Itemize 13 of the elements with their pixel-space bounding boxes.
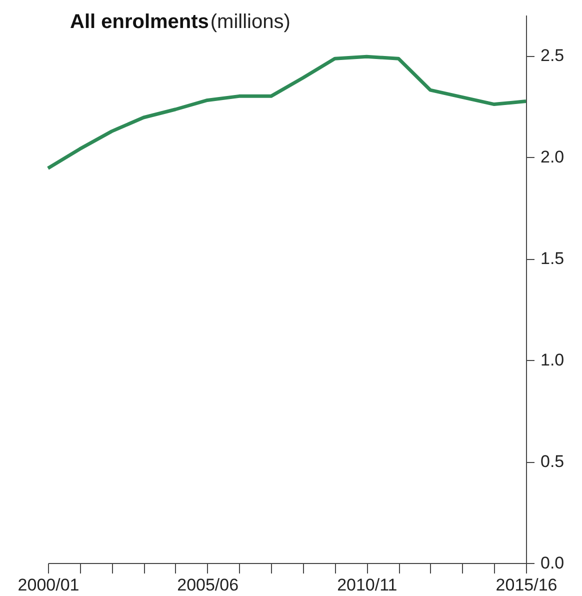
chart-title: All enrolments <box>70 11 209 33</box>
y-tick-label: 1.5 <box>540 249 564 268</box>
line-series <box>46 54 528 170</box>
y-tick-label: 2.0 <box>540 148 564 167</box>
x-tick-label: 2010/11 <box>337 576 398 594</box>
x-tick-label: 2005/06 <box>177 576 239 594</box>
y-axis-title: (millions) <box>210 11 290 33</box>
y-tick-label: 0.0 <box>540 554 564 572</box>
y-tick-label: 0.5 <box>540 452 564 472</box>
x-tick-label: 2000/01 <box>18 576 80 594</box>
y-tick-label: 2.5 <box>540 46 564 66</box>
y-tick-label: 1.0 <box>540 350 564 370</box>
x-tick-label: 2015/16 <box>496 576 558 594</box>
